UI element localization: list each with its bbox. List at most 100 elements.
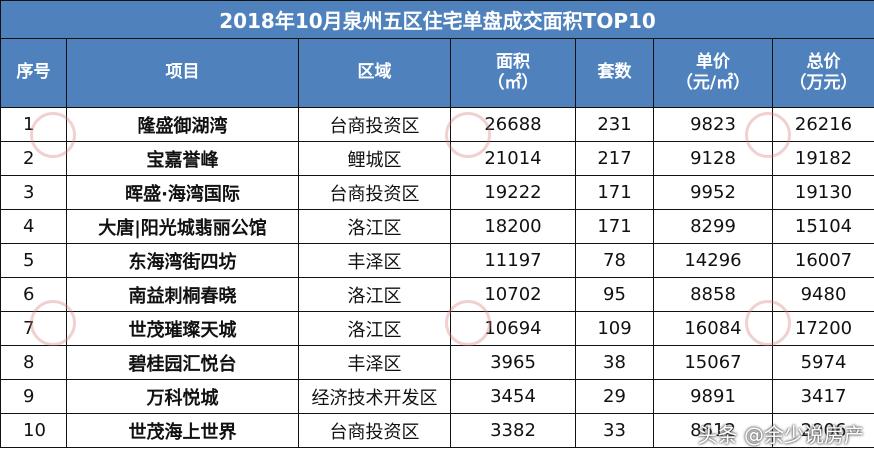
table-row: 6 南益刺桐春晓 洛江区 10702 95 8858 9480	[0, 277, 874, 312]
project-name-cell: 世茂海上世界	[66, 413, 299, 448]
total-price-cell: 15104	[771, 209, 874, 244]
project-name-cell: 隆盛御湖湾	[66, 107, 299, 142]
total-price-cell: 3417	[771, 379, 874, 414]
district-cell: 洛江区	[298, 277, 451, 312]
total-price-cell: 2906	[771, 413, 874, 448]
table-row: 10 世茂海上世界 台商投资区 3382 33 8612 2906	[0, 413, 874, 448]
total-price-cell: 17200	[771, 311, 874, 346]
area-cell: 10702	[450, 277, 576, 312]
rank-cell: 9	[0, 379, 67, 414]
total-price-cell: 19182	[771, 141, 874, 176]
table-row: 5 东海湾街四坊 丰泽区 11197 78 14296 16007	[0, 243, 874, 278]
unit-price-cell: 15067	[653, 345, 773, 380]
column-header: 单价 （元/㎡）	[653, 38, 773, 108]
district-cell: 洛江区	[298, 311, 451, 346]
total-price-cell: 9480	[771, 277, 874, 312]
unit-price-cell: 8299	[653, 209, 773, 244]
units-cell: 78	[575, 243, 654, 278]
unit-price-cell: 9128	[653, 141, 773, 176]
rank-cell: 8	[0, 345, 67, 380]
rank-cell: 3	[0, 175, 67, 210]
rank-cell: 2	[0, 141, 67, 176]
district-cell: 台商投资区	[298, 175, 451, 210]
column-header: 套数	[575, 38, 654, 108]
source-watermark: 头条 @余少说房产	[697, 423, 864, 447]
area-cell: 18200	[450, 209, 576, 244]
table-row: 7 世茂璀璨天城 洛江区 10694 109 16084 17200	[0, 311, 874, 346]
table-row: 2 宝嘉誉峰 鲤城区 21014 217 9128 19182	[0, 141, 874, 176]
column-header-label: 单价	[696, 51, 730, 72]
district-cell: 台商投资区	[298, 107, 451, 142]
area-cell: 3382	[450, 413, 576, 448]
units-cell: 109	[575, 311, 654, 346]
column-header-label: 面积	[496, 51, 530, 72]
area-cell: 3965	[450, 345, 576, 380]
unit-price-cell: 8858	[653, 277, 773, 312]
column-header: 面积 （㎡）	[450, 38, 576, 108]
units-cell: 217	[575, 141, 654, 176]
area-cell: 26688	[450, 107, 576, 142]
project-name-cell: 世茂璀璨天城	[66, 311, 299, 346]
column-header-unit: （㎡）	[487, 73, 539, 93]
rank-cell: 7	[0, 311, 67, 346]
column-header-label: 项目	[165, 62, 200, 83]
rank-cell: 6	[0, 277, 67, 312]
area-cell: 19222	[450, 175, 576, 210]
table-body: 1 隆盛御湖湾 台商投资区 26688 231 9823 26216 2 宝嘉誉峰 鲤城区 2101…	[0, 107, 874, 448]
district-cell: 经济技术开发区	[298, 379, 451, 414]
unit-price-cell: 9823	[653, 107, 773, 142]
unit-price-cell: 16084	[653, 311, 773, 346]
rank-cell: 4	[0, 209, 67, 244]
units-cell: 171	[575, 175, 654, 210]
total-price-cell: 19130	[771, 175, 874, 210]
district-cell: 台商投资区	[298, 413, 451, 448]
district-cell: 鲤城区	[298, 141, 451, 176]
rank-cell: 5	[0, 243, 67, 278]
project-name-cell: 东海湾街四坊	[66, 243, 299, 278]
total-price-cell: 26216	[771, 107, 874, 142]
project-name-cell: 晖盛·海湾国际	[66, 175, 299, 210]
rank-cell: 10	[0, 413, 67, 448]
column-header: 区域	[298, 38, 451, 108]
project-name-cell: 南益刺桐春晓	[66, 277, 299, 312]
table-row: 3 晖盛·海湾国际 台商投资区 19222 171 9952 19130	[0, 175, 874, 210]
units-cell: 171	[575, 209, 654, 244]
units-cell: 29	[575, 379, 654, 414]
area-cell: 10694	[450, 311, 576, 346]
column-header-label: 套数	[597, 62, 632, 83]
total-price-cell: 5974	[771, 345, 874, 380]
column-header-row: 序号 项目 区域 面积 （㎡） 套数 单价 （元/㎡） 总价 （万元）	[0, 38, 874, 108]
column-header: 项目	[66, 38, 299, 108]
units-cell: 33	[575, 413, 654, 448]
column-header-label: 总价	[806, 51, 841, 72]
table-row: 1 隆盛御湖湾 台商投资区 26688 231 9823 26216	[0, 107, 874, 142]
column-header-label: 序号	[16, 62, 51, 83]
table-row: 4 大唐|阳光城翡丽公馆 洛江区 18200 171 8299 15104	[0, 209, 874, 244]
project-name-cell: 碧桂园汇悦台	[66, 345, 299, 380]
project-name-cell: 万科悦城	[66, 379, 299, 414]
unit-price-cell: 14296	[653, 243, 773, 278]
district-cell: 丰泽区	[298, 243, 451, 278]
units-cell: 231	[575, 107, 654, 142]
column-header-unit: （元/㎡）	[675, 73, 751, 93]
unit-price-cell: 9891	[653, 379, 773, 414]
column-header: 总价 （万元）	[771, 38, 874, 108]
project-name-cell: 宝嘉誉峰	[66, 141, 299, 176]
area-cell: 21014	[450, 141, 576, 176]
table-title: 2018年10月泉州五区住宅单盘成交面积TOP10	[0, 0, 874, 39]
column-header-label: 区域	[357, 62, 392, 83]
district-cell: 洛江区	[298, 209, 451, 244]
area-cell: 11197	[450, 243, 576, 278]
column-header-unit: （万元）	[789, 73, 858, 93]
table-row: 8 碧桂园汇悦台 丰泽区 3965 38 15067 5974	[0, 345, 874, 380]
table-title-row: 2018年10月泉州五区住宅单盘成交面积TOP10	[0, 0, 874, 39]
unit-price-cell: 9952	[653, 175, 773, 210]
column-header: 序号	[0, 38, 67, 108]
rank-cell: 1	[0, 107, 67, 142]
total-price-cell: 16007	[771, 243, 874, 278]
units-cell: 38	[575, 345, 654, 380]
project-name-cell: 大唐|阳光城翡丽公馆	[66, 209, 299, 244]
table-row: 9 万科悦城 经济技术开发区 3454 29 9891 3417	[0, 379, 874, 414]
units-cell: 95	[575, 277, 654, 312]
